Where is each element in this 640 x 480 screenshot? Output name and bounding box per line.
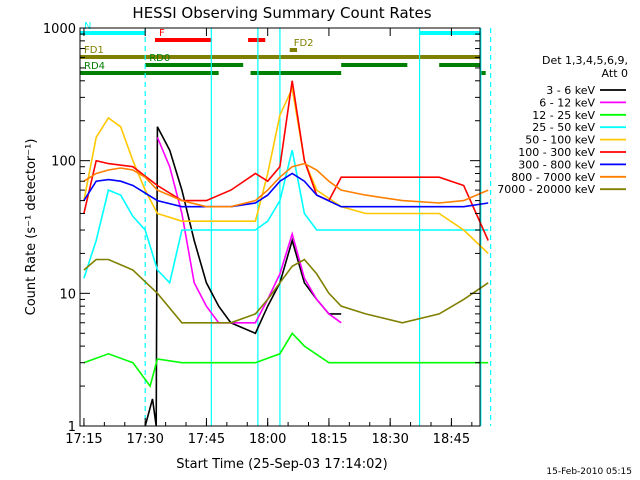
x-tick-label: 17:30 — [126, 432, 163, 447]
flag-label: RD0 — [149, 53, 170, 64]
x-tick-label: 17:15 — [65, 432, 102, 447]
y-tick-label: 1 — [68, 420, 76, 435]
legend-label: 800 - 7000 keV — [511, 171, 595, 184]
timestamp: 15-Feb-2010 05:15 — [546, 467, 632, 477]
series-line — [144, 126, 342, 427]
series-line — [83, 331, 489, 388]
flag-label: N — [84, 21, 91, 32]
flag-label: FD1 — [84, 45, 104, 56]
series-line — [83, 150, 489, 285]
series-line — [83, 162, 489, 208]
x-tick-label: 18:00 — [249, 432, 286, 447]
flag-label: FD2 — [294, 38, 314, 49]
plot-frame — [79, 27, 481, 427]
chart-title: HESSI Observing Summary Count Rates — [132, 4, 431, 22]
x-tick-label: 17:45 — [188, 432, 225, 447]
x-tick-label: 18:30 — [371, 432, 408, 447]
legend-label: 300 - 800 keV — [518, 158, 595, 171]
x-axis-ticks: 17:15 17:30 17:45 18:00 18:15 18:30 18:45 — [65, 28, 473, 447]
flag-label: RD4 — [84, 61, 105, 72]
legend-label: 25 - 50 keV — [532, 121, 595, 134]
legend-label: 7000 - 20000 keV — [497, 183, 595, 196]
y-tick-label: 1000 — [43, 22, 76, 37]
series-line — [83, 258, 489, 324]
attenuator-lines — [144, 28, 492, 426]
x-tick-label: 18:15 — [310, 432, 347, 447]
series-line — [83, 85, 489, 254]
legend-label: 50 - 100 keV — [525, 134, 595, 147]
legend-label: 3 - 6 keV — [546, 84, 595, 97]
data-series — [83, 80, 489, 427]
legend-label: 6 - 12 keV — [539, 96, 595, 109]
flag-label: F — [159, 28, 165, 39]
x-tick-label: 18:45 — [433, 432, 470, 447]
legend-header-line2: Att 0 — [602, 67, 628, 80]
y-axis-ticks: 1 10 100 1000 — [43, 22, 480, 435]
series-line — [83, 172, 489, 208]
legend-label: 12 - 25 keV — [532, 109, 595, 122]
series-line — [156, 136, 342, 324]
y-axis-label: Count Rate (s⁻¹ detector⁻¹) — [24, 139, 39, 316]
x-axis-label: Start Time (25-Sep-03 17:14:02) — [176, 457, 387, 472]
series-line — [83, 80, 489, 241]
legend-header-line1: Det 1,3,4,5,6,9, — [542, 54, 628, 67]
y-tick-label: 100 — [51, 155, 76, 170]
flag-bars: N F FD1 FD2 RD0 RD4 — [80, 21, 486, 75]
y-tick-label: 10 — [59, 287, 76, 302]
legend-label: 100 - 300 keV — [518, 146, 595, 159]
